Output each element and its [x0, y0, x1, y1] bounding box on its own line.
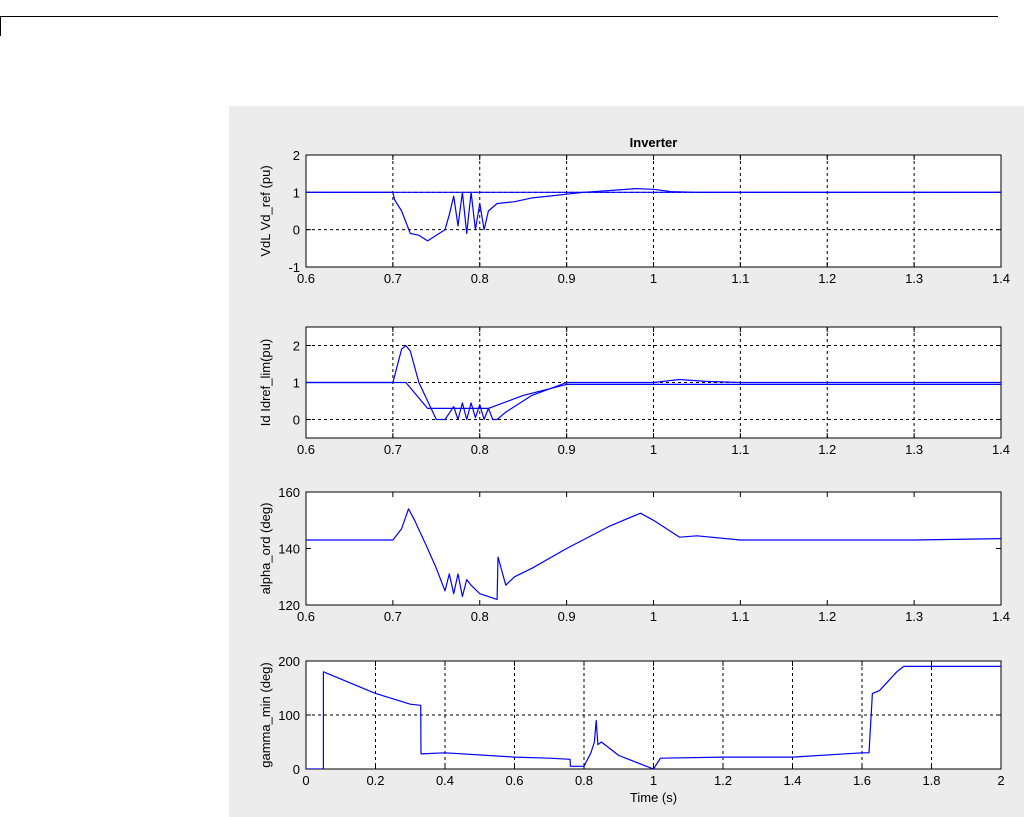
x-tick-label: 0.6: [297, 442, 315, 457]
series-line-2: [306, 344, 1001, 421]
x-tick-label: 1.2: [818, 442, 836, 457]
x-tick-label: 0.7: [384, 609, 402, 624]
x-tick-label: 1.3: [905, 271, 923, 286]
x-tick-label: 0.8: [471, 442, 489, 457]
x-tick-label: 1.1: [731, 609, 749, 624]
y-tick-label: 0: [293, 762, 300, 777]
x-tick-label: 0.8: [575, 773, 593, 788]
page-top-rule: [0, 16, 998, 17]
x-tick-label: 0.4: [436, 773, 454, 788]
y-tick-label: 2: [293, 339, 300, 354]
axes-box: [305, 491, 1002, 606]
x-tick-label: 0: [302, 773, 309, 788]
x-tick-label: 0.9: [558, 442, 576, 457]
x-tick-label: 0.6: [297, 609, 315, 624]
x-axis-label: Time (s): [630, 790, 677, 805]
x-tick-label: 1.4: [992, 442, 1010, 457]
subplot-stack: 0.6 0.7 0.8 0.9 1 1.1 1.2 1.3 1.4 -1 0 1 2 Inverter Vd…: [258, 135, 1010, 805]
subplot-1: 0.6 0.7 0.8 0.9 1 1.1 1.2 1.3 1.4 -1 0 1 2 Inverter Vd…: [258, 135, 1010, 286]
y-tick-label: 140: [278, 542, 300, 557]
y-tick-label: 1: [293, 185, 300, 200]
x-tick-label: 0.7: [384, 442, 402, 457]
x-tick-label: 1: [650, 271, 657, 286]
x-tick-label: 0.7: [384, 271, 402, 286]
series-line-2: [306, 187, 1001, 242]
x-tick-label: 0.6: [505, 773, 523, 788]
x-tick-label: 1.6: [853, 773, 871, 788]
x-tick-label: 1: [650, 609, 657, 624]
x-tick-label: 1.4: [992, 609, 1010, 624]
series-line-1: [306, 508, 1001, 600]
subplot-4: 0 0.2 0.4 0.6 0.8 1 1.2 1.4 1.6 1.8 2 0 100 200 Time (…: [258, 654, 1005, 805]
x-tick-label: 1.3: [905, 442, 923, 457]
x-tick-label: 1.3: [905, 609, 923, 624]
subplot-2: 0.6 0.7 0.8 0.9 1 1.1 1.2 1.3 1.4 0 1 2 Id Idref_lim…: [258, 326, 1010, 457]
x-tick-label: 1.1: [731, 271, 749, 286]
x-tick-label: 2: [997, 773, 1004, 788]
y-tick-label: 2: [293, 148, 300, 163]
x-tick-label: 1.2: [818, 271, 836, 286]
x-tick-label: 1.4: [992, 271, 1010, 286]
y-tick-label: -1: [288, 260, 300, 275]
x-tick-label: 1.4: [783, 773, 801, 788]
y-tick-label: 200: [278, 654, 300, 669]
x-tick-label: 0.2: [366, 773, 384, 788]
y-axis-label: alpha_ord (deg): [258, 503, 273, 595]
series-line-1: [306, 381, 1001, 409]
x-tick-label: 0.9: [558, 609, 576, 624]
plot-title: Inverter: [630, 135, 678, 150]
figure-window: 0.6 0.7 0.8 0.9 1 1.1 1.2 1.3 1.4 -1 0 1 2 Inverter Vd…: [229, 106, 1024, 817]
x-tick-label: 1.1: [731, 442, 749, 457]
x-tick-label: 1: [650, 773, 657, 788]
y-axis-label: VdL Vd_ref (pu): [258, 165, 273, 256]
x-tick-label: 0.6: [297, 271, 315, 286]
y-tick-label: 100: [278, 708, 300, 723]
x-tick-label: 0.8: [471, 609, 489, 624]
y-axis-label: Id Idref_lim(pu): [258, 339, 273, 426]
x-tick-label: 0.9: [558, 271, 576, 286]
x-tick-label: 1.2: [818, 609, 836, 624]
subplot-3: 0.6 0.7 0.8 0.9 1 1.1 1.2 1.3 1.4 120 140 160 alpha_…: [258, 485, 1010, 624]
series-line-1: [306, 665, 1001, 769]
x-tick-label: 1.2: [714, 773, 732, 788]
y-tick-label: 0: [293, 223, 300, 238]
y-tick-label: 0: [293, 413, 300, 428]
y-tick-label: 1: [293, 376, 300, 391]
x-tick-label: 1.8: [922, 773, 940, 788]
y-tick-label: 160: [278, 485, 300, 500]
page-corner-tick: [0, 16, 1, 36]
x-tick-label: 0.8: [471, 271, 489, 286]
y-axis-label: gamma_min (deg): [258, 662, 273, 768]
y-tick-label: 120: [278, 598, 300, 613]
x-tick-label: 1: [650, 442, 657, 457]
